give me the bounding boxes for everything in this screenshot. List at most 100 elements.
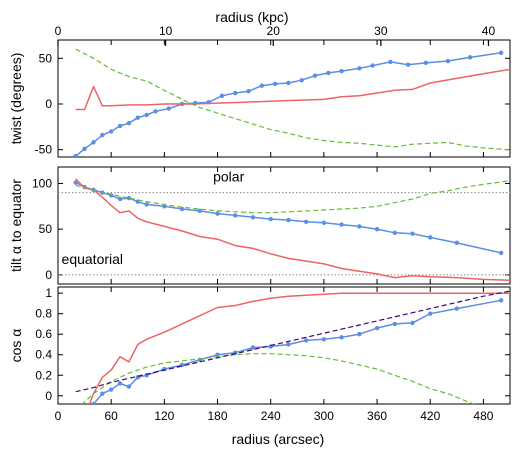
series-line-tilt-red [75,178,510,282]
ytick-label-cos: 0.2 [35,368,52,382]
ytick-label-twist: 50 [39,51,53,65]
data-point-cos-blue [126,384,132,389]
xtick-label-top: 40 [482,24,496,38]
xtick-label-top: 20 [267,24,281,38]
data-point-twist-blue [166,106,171,111]
data-point-twist-blue [82,146,87,151]
data-point-tilt-blue [233,213,238,218]
ytick-label-cos: 0.4 [35,348,52,362]
xtick-label-bottom: 480 [473,409,493,423]
data-point-cos-blue [339,335,344,340]
data-point-twist-blue [91,140,96,145]
data-point-twist-blue [259,83,265,88]
ytick-label-cos: 1 [45,286,52,300]
data-point-cos-blue [454,306,460,311]
data-point-cos-blue [374,325,380,331]
data-point-tilt-blue [126,195,132,201]
xtick-label-bottom: 120 [154,409,174,423]
series-line-tilt-green [75,180,510,214]
data-point-cos-blue [392,321,397,327]
data-point-twist-blue [388,59,393,65]
data-point-tilt-blue [73,180,78,185]
data-point-twist-blue [117,123,123,129]
data-point-tilt-blue [392,230,397,236]
ytick-label-tilt: 100 [32,176,52,190]
data-point-twist-blue [73,153,78,157]
data-point-twist-blue [467,55,473,60]
data-point-tilt-blue [286,217,291,223]
ylabel-tilt: tilt α to equator [8,179,24,272]
annotation-tilt: polar [213,169,244,185]
data-point-tilt-blue [357,224,362,229]
data-point-tilt-blue [144,202,149,207]
ytick-label-twist: 0 [45,97,52,111]
data-point-twist-blue [312,73,318,78]
ytick-label-tilt: 50 [39,222,53,236]
data-point-cos-blue [215,352,220,357]
xtick-label-top: 10 [159,24,173,38]
series-line-cos-blue [92,299,502,404]
xtick-label-top: 30 [374,24,388,38]
series-line-twist-green [75,48,510,151]
data-point-cos-blue [117,381,123,386]
ytick-label-tilt: 0 [45,268,52,282]
data-point-twist-blue [299,78,304,83]
xtick-label-top: 0 [55,24,62,38]
ytick-label-cos: 0 [45,389,52,403]
data-point-tilt-blue [410,231,415,236]
data-point-cos-blue [321,337,327,342]
data-point-cos-blue [108,387,114,392]
panel-frame-tilt [57,166,511,285]
data-point-twist-blue [246,88,251,94]
data-point-tilt-blue [268,216,273,222]
series-line-twist-red [75,68,510,111]
data-point-cos-blue [303,338,309,343]
data-point-tilt-blue [117,196,123,202]
series-line-cos-purple [75,290,510,393]
data-point-tilt-blue [250,215,256,220]
data-point-tilt-blue [179,206,185,212]
data-point-twist-blue [357,66,362,71]
data-point-cos-blue [357,332,362,337]
ylabel-twist: twist (degrees) [8,53,24,145]
series-line-cos-green [81,353,475,404]
xtick-label-bottom: 300 [314,409,334,423]
data-point-tilt-blue [321,220,327,225]
data-point-twist-blue [272,81,278,87]
xtick-label-bottom: 0 [55,409,62,423]
data-point-cos-blue [82,414,86,418]
data-point-twist-blue [135,115,140,120]
data-point-twist-blue [326,70,331,76]
data-point-tilt-blue [339,222,344,227]
panel-frame-twist [57,39,511,158]
xtick-label-bottom: 240 [261,409,281,423]
data-point-tilt-blue [215,211,220,216]
data-point-twist-blue [233,90,238,96]
data-point-twist-blue [445,58,451,64]
data-point-tilt-blue [197,208,203,214]
data-point-cos-blue [250,345,256,350]
data-point-tilt-blue [303,219,309,225]
data-point-twist-blue [423,60,429,66]
data-point-twist-blue [126,120,132,126]
data-point-cos-blue [428,311,433,316]
data-point-twist-blue [370,63,375,68]
data-point-twist-blue [153,109,158,114]
xtick-label-bottom: 180 [208,409,228,423]
data-point-cos-blue [410,320,415,326]
data-point-twist-blue [339,68,344,74]
data-point-cos-blue [91,401,96,404]
data-point-tilt-blue [428,235,433,240]
xtick-label-bottom: 60 [104,409,118,423]
data-point-twist-blue [108,129,114,134]
series-line-cos-red [88,292,510,404]
data-point-twist-blue [286,80,291,86]
ytick-label-cos: 0.8 [35,307,52,321]
ytick-label-twist: -50 [35,143,53,157]
xtick-label-bottom: 420 [420,409,440,423]
top-axis-title: radius (kpc) [215,9,288,25]
data-point-twist-blue [100,132,105,138]
data-point-tilt-blue [498,250,504,256]
data-point-tilt-blue [454,240,460,246]
